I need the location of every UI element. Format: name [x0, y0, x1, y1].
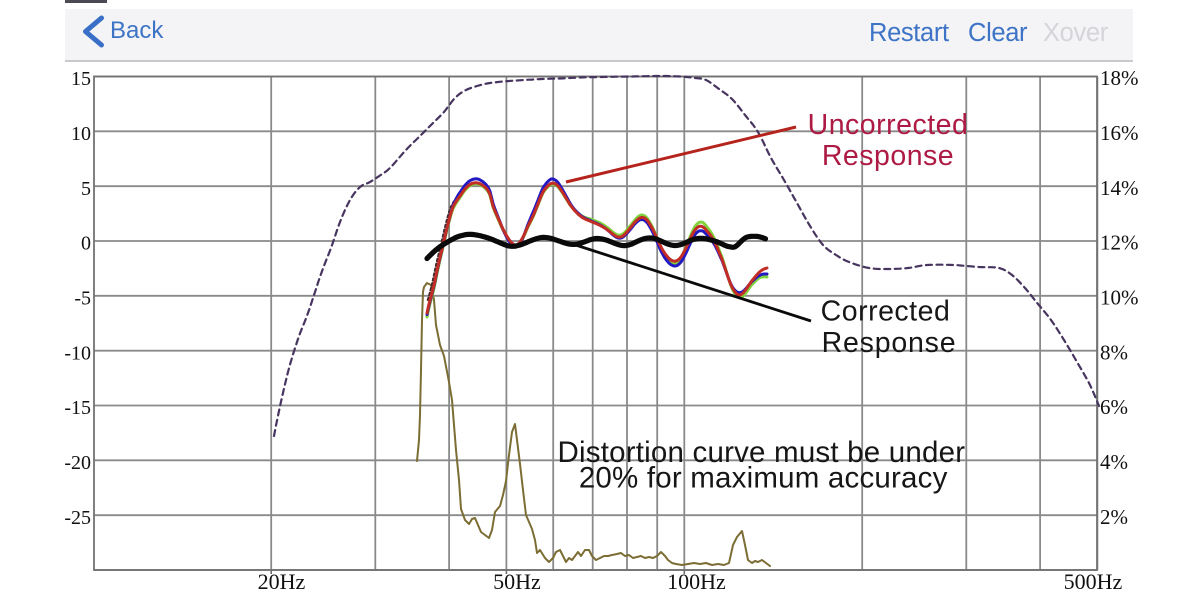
svg-text:-20: -20	[64, 452, 91, 474]
svg-text:10%: 10%	[1100, 286, 1139, 310]
svg-text:-15: -15	[64, 397, 91, 419]
svg-text:12%: 12%	[1100, 231, 1139, 255]
svg-text:500Hz: 500Hz	[1064, 569, 1123, 594]
svg-text:20% for maximum accuracy: 20% for maximum accuracy	[579, 461, 948, 494]
svg-text:20Hz: 20Hz	[258, 569, 306, 594]
svg-text:4%: 4%	[1100, 450, 1128, 474]
svg-text:-25: -25	[64, 507, 91, 529]
svg-text:-5: -5	[74, 288, 91, 310]
svg-text:100Hz: 100Hz	[667, 569, 726, 594]
svg-text:18%: 18%	[1100, 66, 1139, 90]
svg-text:8%: 8%	[1100, 340, 1128, 364]
svg-text:14%: 14%	[1100, 176, 1139, 200]
svg-text:Distortion curve must be under: Distortion curve must be under	[558, 436, 966, 469]
svg-text:0: 0	[81, 233, 91, 255]
svg-text:10: 10	[71, 123, 91, 145]
svg-text:Uncorrected: Uncorrected	[808, 109, 969, 141]
svg-text:5: 5	[81, 178, 91, 200]
svg-text:6%: 6%	[1100, 395, 1128, 419]
svg-text:50Hz: 50Hz	[493, 569, 541, 594]
svg-text:Response: Response	[822, 140, 954, 172]
svg-text:2%: 2%	[1100, 505, 1128, 529]
svg-text:16%: 16%	[1100, 121, 1139, 145]
svg-text:15: 15	[71, 68, 91, 90]
svg-text:-10: -10	[64, 342, 91, 364]
svg-text:Corrected: Corrected	[821, 296, 951, 328]
svg-text:Response: Response	[822, 327, 957, 359]
